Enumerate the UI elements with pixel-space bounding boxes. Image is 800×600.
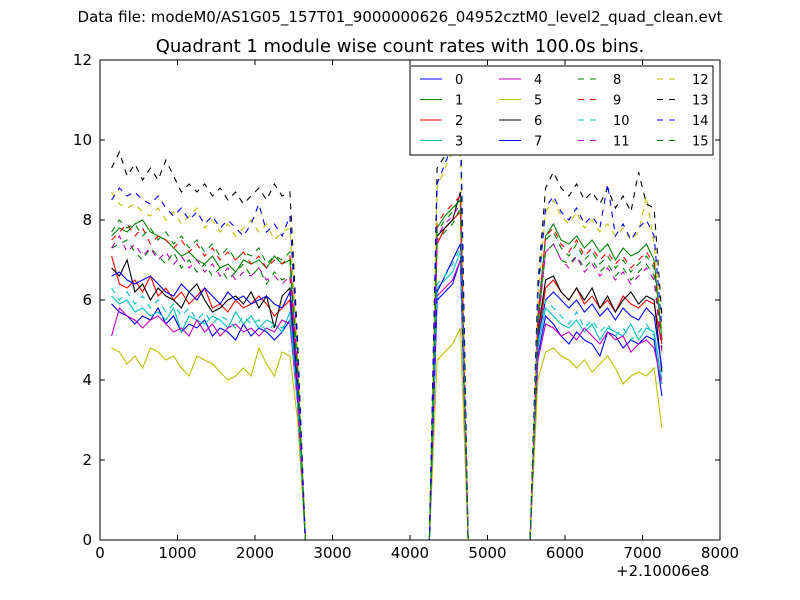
- series-line-3: [111, 251, 663, 541]
- x-tick-label: 3000: [313, 544, 351, 562]
- x-tick-label: 6000: [546, 544, 584, 562]
- legend-label-14: 14: [692, 114, 709, 129]
- series-line-5: [111, 327, 663, 541]
- x-tick-label: 2000: [236, 544, 274, 562]
- x-tick-label: 5000: [468, 544, 506, 562]
- series-line-0: [111, 259, 663, 541]
- y-tick-label: 0: [82, 531, 92, 549]
- series-line-13: [111, 127, 663, 541]
- legend-label-2: 2: [455, 114, 463, 129]
- x-tick-label: 0: [95, 544, 105, 562]
- x-tick-label: 8000: [701, 544, 739, 562]
- legend-label-5: 5: [534, 94, 542, 109]
- series-line-7: [111, 243, 663, 541]
- legend-label-6: 6: [534, 114, 542, 129]
- series-line-1: [111, 198, 663, 541]
- y-tick-label: 4: [82, 371, 92, 389]
- series-line-6: [111, 191, 663, 541]
- legend-label-0: 0: [455, 73, 463, 88]
- series-line-10: [111, 247, 663, 541]
- x-tick-label: 1000: [158, 544, 196, 562]
- series-line-4: [111, 259, 663, 541]
- y-tick-label: 2: [82, 451, 92, 469]
- x-tick-label: 7000: [623, 544, 661, 562]
- legend-label-12: 12: [692, 73, 709, 88]
- y-tick-label: 6: [82, 291, 92, 309]
- series-line-15: [111, 195, 663, 541]
- chart-title: Quadrant 1 module wise count rates with …: [155, 36, 645, 57]
- legend-label-10: 10: [613, 114, 630, 129]
- series-line-11: [111, 202, 663, 541]
- y-tick-label: 10: [73, 131, 92, 149]
- legend-label-8: 8: [613, 73, 621, 88]
- legend-label-3: 3: [455, 135, 463, 150]
- legend-label-9: 9: [613, 94, 621, 109]
- legend-label-1: 1: [455, 94, 463, 109]
- series-line-12: [111, 142, 663, 541]
- legend-label-15: 15: [692, 135, 709, 150]
- y-tick-label: 12: [73, 51, 92, 69]
- y-tick-label: 8: [82, 211, 92, 229]
- figure-suptitle: Data file: modeM0/AS1G05_157T01_90000006…: [77, 8, 723, 26]
- legend-label-4: 4: [534, 73, 542, 88]
- x-axis-offset-label: +2.10006e8: [616, 562, 710, 580]
- series-line-9: [111, 194, 663, 541]
- legend-label-11: 11: [613, 135, 630, 150]
- legend-label-13: 13: [692, 94, 709, 109]
- legend-label-7: 7: [534, 135, 542, 150]
- x-tick-label: 4000: [391, 544, 429, 562]
